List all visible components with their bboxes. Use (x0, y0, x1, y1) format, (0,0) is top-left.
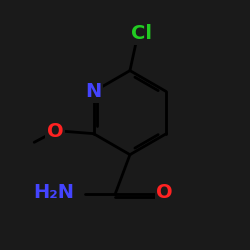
Text: Cl: Cl (130, 24, 152, 43)
Text: O: O (47, 122, 64, 141)
Text: O: O (156, 184, 173, 203)
Text: N: N (86, 82, 102, 101)
Text: H₂N: H₂N (33, 184, 74, 203)
